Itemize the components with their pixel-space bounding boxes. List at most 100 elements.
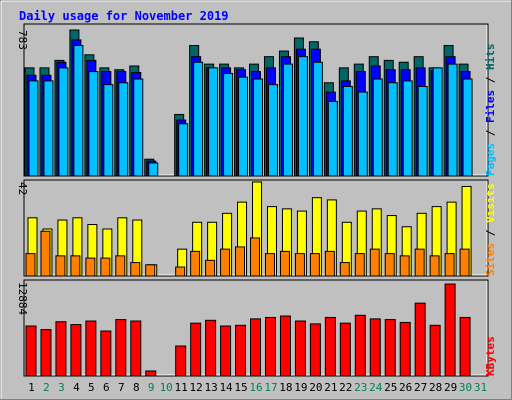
day-label: 8 [133, 381, 140, 394]
pages-bar [402, 80, 413, 177]
day-label: 9 [148, 381, 155, 394]
pages-bar [282, 63, 293, 177]
pages-bar [223, 72, 234, 177]
kbytes-bar [250, 318, 262, 377]
kbytes-bar [85, 320, 97, 377]
pages-bar [88, 71, 99, 177]
day-label: 10 [160, 381, 173, 394]
day-label: 12 [190, 381, 203, 394]
pages-bar [193, 61, 204, 177]
day-label: 29 [444, 381, 457, 394]
sites-bar [100, 257, 111, 277]
day-label: 2 [43, 381, 50, 394]
day-label: 15 [234, 381, 247, 394]
kbytes-bar [444, 283, 456, 377]
sites-bar [250, 237, 261, 277]
pages-bar [133, 78, 144, 177]
middle-ymax-label: 42 [16, 182, 29, 195]
day-label: 19 [294, 381, 307, 394]
sites-bar [40, 230, 51, 277]
kbytes-bar [205, 319, 217, 377]
sites-bar [175, 266, 186, 277]
kbytes-bar [190, 322, 202, 377]
day-label: 11 [175, 381, 188, 394]
pages-bar [118, 82, 129, 177]
day-label: 31 [474, 381, 487, 394]
pages-bar [148, 162, 159, 177]
pages-bar [267, 84, 278, 177]
kbytes-bar [264, 316, 276, 377]
sites-bar [130, 262, 141, 277]
kbytes-bar [40, 329, 52, 377]
pages-bar [58, 67, 69, 177]
sites-bar [279, 250, 290, 277]
sites-bar [115, 255, 126, 277]
legend-hits: Hits [484, 44, 497, 71]
sites-bar [414, 248, 425, 277]
day-label: 23 [354, 381, 367, 394]
sites-bar [190, 250, 201, 277]
pages-bar [387, 82, 398, 177]
kbytes-bar [429, 324, 441, 377]
sites-bar [399, 255, 410, 277]
kbytes-bar [175, 345, 187, 377]
pages-bar [297, 56, 308, 177]
sites-bar [459, 248, 470, 277]
sites-bar [70, 255, 81, 277]
pages-bar [43, 80, 54, 177]
pages-bar [208, 67, 219, 177]
pages-bar [178, 123, 189, 177]
pages-bar [462, 78, 473, 177]
pages-bar [357, 91, 368, 177]
kbytes-bar [115, 319, 127, 377]
sites-bar [205, 259, 216, 277]
pages-bar [447, 63, 458, 177]
day-label: 24 [369, 381, 383, 394]
sites-bar [324, 250, 335, 277]
day-label: 7 [118, 381, 125, 394]
svg-text:KBytes: KBytes [484, 336, 497, 376]
kbytes-bar [354, 314, 366, 377]
sites-bar [309, 253, 320, 277]
pages-bar [372, 78, 383, 177]
pages-bar [312, 61, 323, 177]
day-label: 3 [58, 381, 65, 394]
kbytes-bar [399, 321, 411, 377]
kbytes-bar [294, 320, 306, 377]
day-label: 26 [399, 381, 412, 394]
pages-bar [28, 80, 39, 177]
legend-kbytes: KBytes [484, 336, 497, 376]
svg-text:Pages / Files / Hits: Pages / Files / Hits [484, 44, 497, 177]
day-label: 4 [73, 381, 80, 394]
kbytes-bar [339, 322, 351, 377]
sites-bar [339, 262, 350, 277]
sites-bar [294, 253, 305, 277]
pages-bar [342, 85, 353, 177]
sites-bar [444, 253, 455, 277]
sites-bar [145, 264, 156, 277]
legend-files: Files [484, 90, 497, 123]
kbytes-bar [384, 319, 396, 377]
kbytes-bar [324, 316, 336, 377]
kbytes-bar [414, 302, 426, 377]
sites-bar [264, 253, 275, 277]
kbytes-bar [279, 315, 291, 377]
kbytes-bar [459, 316, 471, 377]
pages-bar [73, 44, 84, 177]
sites-bar [384, 253, 395, 277]
day-label: 16 [249, 381, 262, 394]
legend-sites: Sites [484, 243, 497, 276]
pages-bar [327, 100, 338, 177]
pages-bar [417, 85, 428, 177]
pages-bar [103, 84, 114, 177]
kbytes-bar [100, 330, 112, 377]
day-label: 21 [324, 381, 337, 394]
day-label: 22 [339, 381, 352, 394]
kbytes-bar [235, 324, 247, 377]
pages-bar [432, 67, 443, 177]
legend-visits: Visits [484, 183, 497, 223]
day-label: 14 [219, 381, 233, 394]
chart-title: Daily usage for November 2019 [19, 9, 229, 23]
pages-bar [253, 78, 264, 177]
